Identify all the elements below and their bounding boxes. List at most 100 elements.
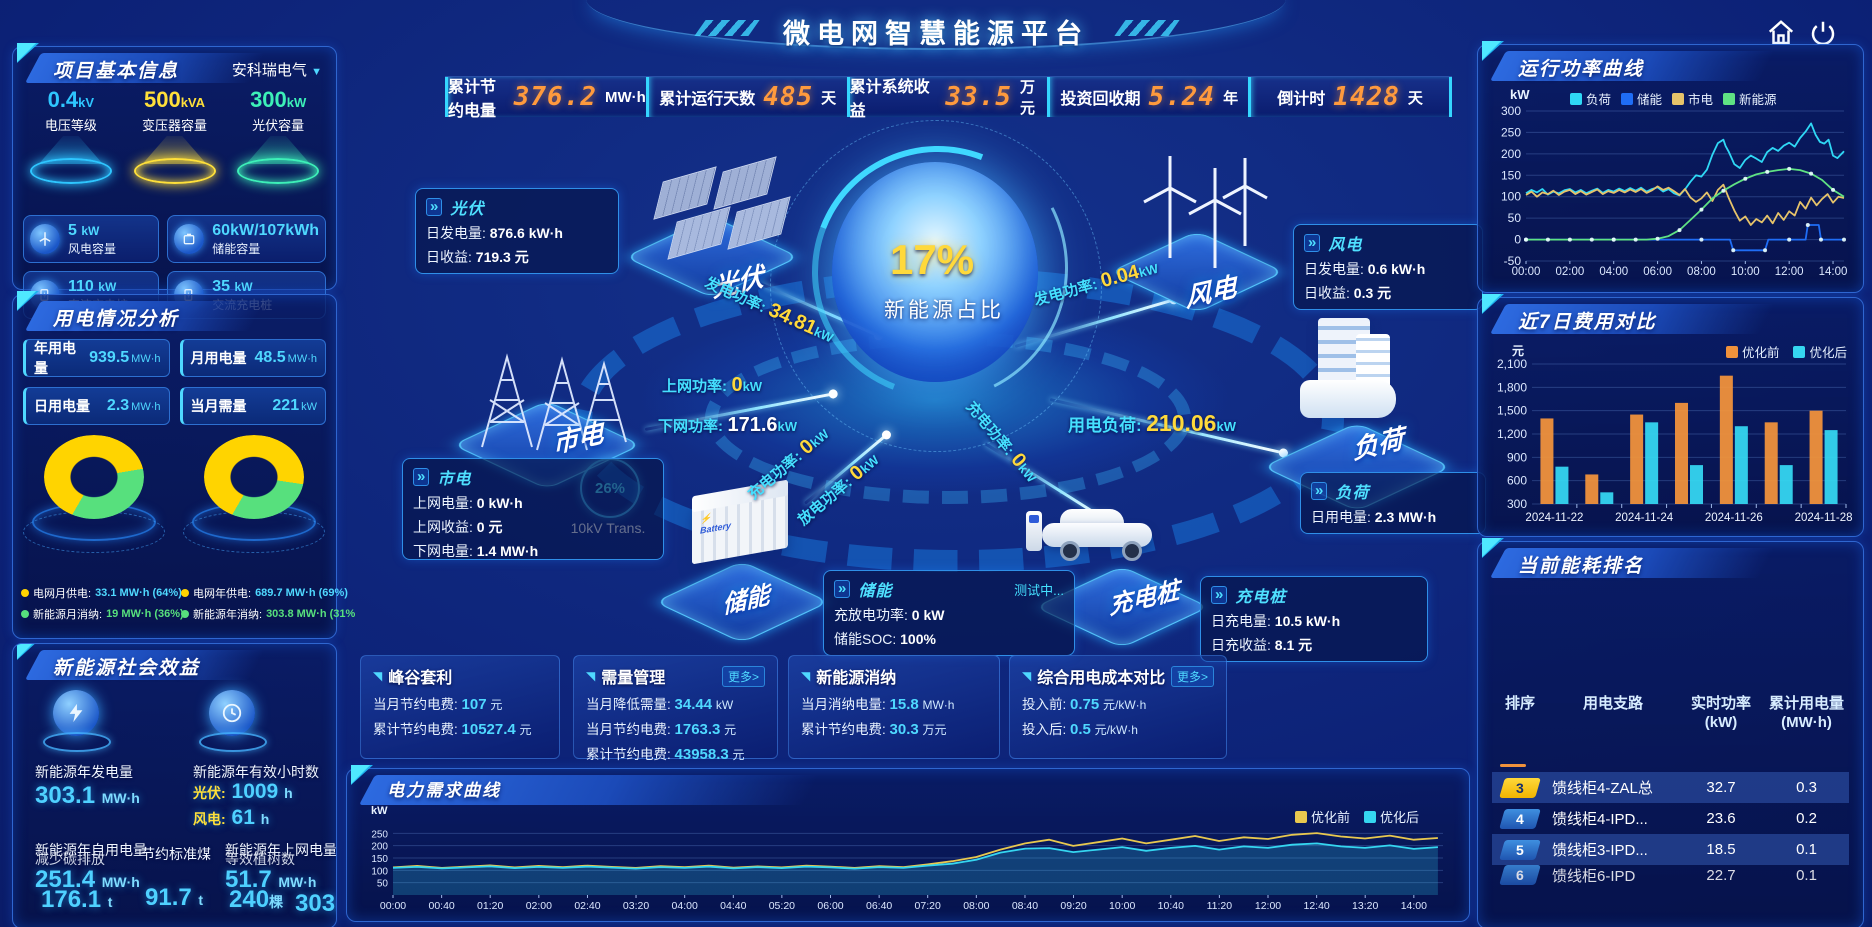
benefit-card-row: 投入后: 0.5 元/kW·h: [1022, 721, 1138, 738]
donut-legend-year: 电网年供电: 689.7 MW·h (69%) 新能源年消纳: 303.8 MW·h …: [181, 585, 355, 627]
benefit-card-row: 累计节约电费: 43958.3 元: [586, 746, 745, 763]
svg-text:2024-11-28: 2024-11-28: [1795, 512, 1853, 524]
more-button[interactable]: 更多>: [1170, 665, 1214, 687]
total-energy: 0.1: [1796, 841, 1817, 858]
panel-title: 近7日费用对比: [1518, 312, 1657, 333]
svg-text:04:00: 04:00: [1599, 266, 1628, 278]
benefit-card: ◥ 综合用电成本对比 更多> 投入前: 0.75 元/kW·h 投入后: 0.5 元/k…: [1009, 655, 1227, 759]
svg-text:12:40: 12:40: [1303, 900, 1329, 912]
table-row[interactable]: 4 馈线柜4-IPD... 23.6 0.2: [1492, 803, 1849, 834]
benefit-card-row: 当月消纳电量: 15.8 MW·h: [801, 696, 955, 713]
benefit-card-row: 投入前: 0.75 元/kW·h: [1022, 696, 1147, 713]
power-y-axis-unit: kW: [1510, 87, 1530, 102]
legend-value: 303.8 MW·h (31%: [266, 608, 356, 620]
panel-energy-ranking: 当前能耗排名 排序 用电支路 实时功率 (kW) 累计用电量 (MW·h) 3 馈线柜4-Z…: [1477, 538, 1864, 927]
benefit-card-title: 峰谷套利: [388, 670, 453, 687]
benefit-card: ◥ 峰谷套利 当月节约电费: 107 元累计节约电费: 10527.4 元: [360, 655, 560, 759]
svg-text:2024-11-22: 2024-11-22: [1525, 512, 1583, 524]
capacity-value: 110 kW: [68, 277, 117, 295]
benefit-card-row: 当月节约电费: 1763.3 元: [586, 721, 737, 738]
chip-value: 939.5 MW·h: [89, 349, 161, 366]
testing-badge: 测试中...: [1014, 582, 1064, 598]
kpi-item: 投资回收期 5.24 年: [1047, 77, 1248, 117]
kpi-label: 投资回收期: [1060, 91, 1141, 108]
usage-chip: 日用电量 2.3 MW·h: [23, 387, 170, 425]
realtime-power: 32.7: [1706, 779, 1736, 796]
panel-flag-icon: [1482, 538, 1504, 558]
svg-text:10:00: 10:00: [1731, 266, 1760, 278]
legend-label: 电网年供电:: [193, 588, 252, 600]
ranking-table-body: 3 馈线柜4-ZAL总 32.7 0.3 4 馈线柜4-IPD... 23.6 0.2 5 馈线柜…: [1492, 772, 1849, 885]
benefit-value: 91.7 t: [145, 884, 204, 911]
donut-legend-month: 电网月供电: 33.1 MW·h (64%) 新能源月消纳: 19 MW·h (36%…: [21, 585, 184, 627]
power-chart-legend: 负荷 储能 市电 新能源: [1570, 89, 1777, 108]
panel-social-benefit: 新能源社会效益 新能源年发电量 303.1 MW·h 新能源年有效小时数 光伏:…: [12, 643, 337, 927]
svg-text:08:40: 08:40: [1012, 900, 1038, 912]
info-row: 日发电量: 876.6 kW·h: [426, 225, 563, 241]
home-icon[interactable]: [1766, 18, 1796, 48]
info-row: 日收益: 0.3 元: [1304, 285, 1392, 301]
svg-text:06:00: 06:00: [1643, 266, 1672, 278]
kpi-value: 1428: [1333, 82, 1400, 112]
wind-turbines-icon: [1143, 156, 1268, 268]
benefit-card-title-row: ◥ 综合用电成本对比 更多>: [1022, 664, 1214, 688]
panel-title: 新能源社会效益: [53, 658, 201, 679]
renewable-percentage: 17%: [890, 236, 975, 283]
benefit-card-title-row: ◥ 需量管理 更多>: [586, 664, 765, 688]
chevron-right-icon: »: [1304, 234, 1321, 252]
cone-label: 变压器容量: [142, 118, 208, 133]
panel-project-info: 项目基本信息 安科瑞电气 ▼ 0.4kV 电压等级 500kVA 变压器容量 300kW…: [12, 43, 337, 319]
usage-chip: 月用电量 48.5 MW·h: [179, 339, 326, 377]
table-row[interactable]: 3 馈线柜4-ZAL总 32.7 0.3: [1492, 772, 1849, 803]
chevron-right-icon: »: [413, 468, 430, 486]
svg-text:08:00: 08:00: [963, 900, 989, 912]
kpi-item: 累计系统收益 33.5 万元: [846, 77, 1048, 120]
kpi-value: 33.5: [945, 82, 1012, 112]
ranking-header-cell: 累计用电量 (MW·h): [1768, 695, 1844, 731]
load-info-box: » 负荷 日用电量: 2.3 MW·h: [1300, 472, 1486, 534]
svg-text:13:20: 13:20: [1352, 900, 1378, 912]
capacity-card: 60kW/107kWh 储能容量: [167, 215, 326, 263]
svg-text:02:00: 02:00: [526, 900, 552, 912]
svg-text:00:00: 00:00: [1512, 266, 1541, 278]
benefit-value: 303张: [295, 890, 336, 917]
svg-text:50: 50: [1508, 211, 1522, 225]
corner-bracket-icon: ◥: [586, 669, 596, 683]
donut-month: [19, 435, 169, 553]
benefit-card-title: 需量管理: [601, 670, 666, 687]
corner-bracket-icon: ◥: [1022, 669, 1032, 683]
chevron-down-icon: ▼: [311, 66, 322, 78]
svg-text:0: 0: [1514, 233, 1521, 247]
benefit-label: 新能源年发电量: [35, 764, 133, 780]
ranking-table-header: 排序 用电支路 实时功率 (kW) 累计用电量 (MW·h): [1492, 694, 1849, 732]
svg-text:00:40: 00:40: [428, 900, 454, 912]
kpi-label: 累计节约电量: [448, 79, 497, 120]
donut-legend-item: 新能源年消纳: 303.8 MW·h (31%: [181, 606, 355, 622]
cost-chart-legend: 优化前 优化后: [1725, 342, 1847, 361]
benefit-value: 风电: 61 h: [193, 806, 270, 829]
cone-label: 光伏容量: [252, 118, 305, 133]
panel-flag-icon: [1482, 41, 1504, 61]
header-band: [586, 0, 1286, 50]
table-row[interactable]: 5 馈线柜3-IPD... 18.5 0.1: [1492, 834, 1849, 865]
donut-legend-item: 电网月供电: 33.1 MW·h (64%): [21, 585, 182, 601]
benefit-label: 新能源年上网电量: [225, 842, 337, 858]
branch-name: 馈线柜3-IPD...: [1552, 842, 1648, 859]
company-dropdown[interactable]: 安科瑞电气 ▼: [231, 62, 322, 79]
svg-text:09:20: 09:20: [1060, 900, 1086, 912]
total-energy: 0.1: [1796, 866, 1817, 884]
svg-text:-50: -50: [1504, 254, 1522, 268]
table-row[interactable]: 6 馈线柜6-IPD 22.7 0.1: [1492, 865, 1849, 885]
chevron-right-icon: »: [1311, 482, 1328, 500]
capacity-card-text: 60kW/107kWh 储能容量: [212, 222, 319, 257]
page-title: 微电网智慧能源平台: [783, 19, 1089, 49]
power-icon[interactable]: [1808, 18, 1838, 48]
benefit-pedestal-generation: [43, 690, 111, 752]
svg-text:00:00: 00:00: [380, 900, 406, 912]
cone-value: 0.4kV: [47, 87, 95, 112]
storage-info-box: » 储能 测试中... 充放电功率: 0 kW 储能SOC: 100%: [823, 570, 1075, 656]
cone-pad-icon: [237, 158, 320, 184]
center-sphere: [832, 162, 1038, 382]
more-button[interactable]: 更多>: [721, 665, 765, 687]
benefit-value: 251.4 MW·h: [35, 866, 140, 893]
